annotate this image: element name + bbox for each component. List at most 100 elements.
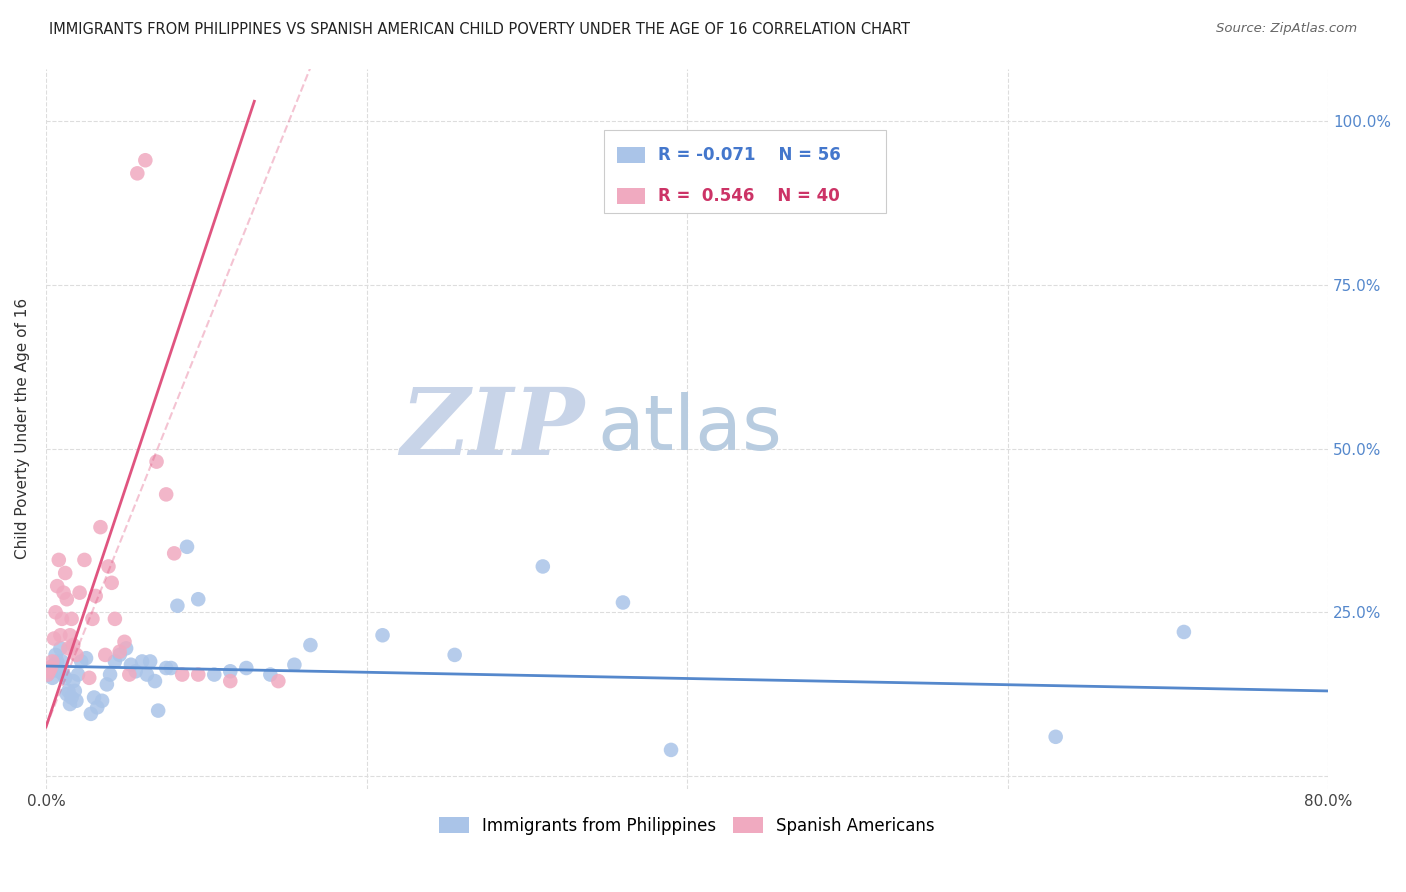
Point xyxy=(45,648,67,662)
Point xyxy=(127,166,149,180)
Point xyxy=(70,655,93,669)
Point xyxy=(48,553,70,567)
Point xyxy=(443,648,465,662)
Point xyxy=(49,628,72,642)
Point xyxy=(114,635,136,649)
Point xyxy=(125,665,148,679)
Point xyxy=(69,585,91,599)
Point xyxy=(48,665,70,679)
Point xyxy=(136,667,159,681)
Point xyxy=(187,667,209,681)
Point xyxy=(531,559,554,574)
Point xyxy=(283,657,305,672)
Point xyxy=(42,632,65,646)
Point xyxy=(115,641,138,656)
Point xyxy=(53,671,76,685)
Point xyxy=(73,553,96,567)
Point xyxy=(98,667,121,681)
Point xyxy=(42,657,65,672)
Point xyxy=(83,690,105,705)
Point xyxy=(77,671,100,685)
Point xyxy=(202,667,225,681)
Point xyxy=(51,612,73,626)
Point xyxy=(84,589,107,603)
Point xyxy=(659,743,682,757)
Point xyxy=(86,700,108,714)
Point xyxy=(56,687,79,701)
Point xyxy=(38,665,60,679)
Point xyxy=(166,599,188,613)
Point xyxy=(46,579,69,593)
Point xyxy=(155,487,177,501)
Point xyxy=(58,641,80,656)
Point xyxy=(1173,624,1195,639)
Point xyxy=(58,684,80,698)
Point xyxy=(131,655,153,669)
Point xyxy=(62,638,84,652)
Point xyxy=(235,661,257,675)
Text: atlas: atlas xyxy=(598,392,782,466)
FancyBboxPatch shape xyxy=(617,188,645,204)
Point xyxy=(66,667,89,681)
Point xyxy=(371,628,394,642)
Point xyxy=(108,645,131,659)
Point xyxy=(94,648,117,662)
Point xyxy=(39,665,62,679)
Point xyxy=(38,661,60,675)
Point xyxy=(45,605,67,619)
Point xyxy=(49,641,72,656)
FancyBboxPatch shape xyxy=(603,129,886,212)
Point xyxy=(52,667,75,681)
Point xyxy=(41,671,63,685)
Point xyxy=(51,655,73,669)
Point xyxy=(187,592,209,607)
Point xyxy=(120,657,142,672)
Point xyxy=(100,575,122,590)
Y-axis label: Child Poverty Under the Age of 16: Child Poverty Under the Age of 16 xyxy=(15,298,30,559)
Point xyxy=(176,540,198,554)
Point xyxy=(299,638,322,652)
Point xyxy=(108,648,131,662)
Point xyxy=(96,677,118,691)
Legend: Immigrants from Philippines, Spanish Americans: Immigrants from Philippines, Spanish Ame… xyxy=(439,817,935,835)
Point xyxy=(60,690,83,705)
Point xyxy=(219,674,242,689)
Text: R =  0.546    N = 40: R = 0.546 N = 40 xyxy=(658,187,839,205)
Text: Source: ZipAtlas.com: Source: ZipAtlas.com xyxy=(1216,22,1357,36)
Point xyxy=(97,559,120,574)
Point xyxy=(46,655,69,669)
Point xyxy=(1045,730,1067,744)
Point xyxy=(146,704,169,718)
Point xyxy=(56,592,79,607)
Point xyxy=(139,655,162,669)
Point xyxy=(62,674,84,689)
Point xyxy=(91,694,114,708)
Text: R = -0.071    N = 56: R = -0.071 N = 56 xyxy=(658,145,841,163)
Point xyxy=(612,595,634,609)
Point xyxy=(160,661,183,675)
Point xyxy=(89,520,111,534)
Point xyxy=(172,667,194,681)
Point xyxy=(80,706,103,721)
Point xyxy=(75,651,97,665)
Point xyxy=(259,667,281,681)
Point xyxy=(82,612,104,626)
Point xyxy=(65,648,87,662)
Point xyxy=(41,655,63,669)
Text: ZIP: ZIP xyxy=(401,384,585,474)
FancyBboxPatch shape xyxy=(617,146,645,162)
Point xyxy=(145,455,167,469)
Point xyxy=(63,684,86,698)
Point xyxy=(155,661,177,675)
Point xyxy=(143,674,166,689)
Point xyxy=(163,546,186,560)
Point xyxy=(37,667,59,681)
Point xyxy=(134,153,156,168)
Point xyxy=(104,655,127,669)
Point xyxy=(53,566,76,580)
Point xyxy=(59,697,82,711)
Point xyxy=(118,667,141,681)
Text: IMMIGRANTS FROM PHILIPPINES VS SPANISH AMERICAN CHILD POVERTY UNDER THE AGE OF 1: IMMIGRANTS FROM PHILIPPINES VS SPANISH A… xyxy=(49,22,910,37)
Point xyxy=(59,628,82,642)
Point xyxy=(52,585,75,599)
